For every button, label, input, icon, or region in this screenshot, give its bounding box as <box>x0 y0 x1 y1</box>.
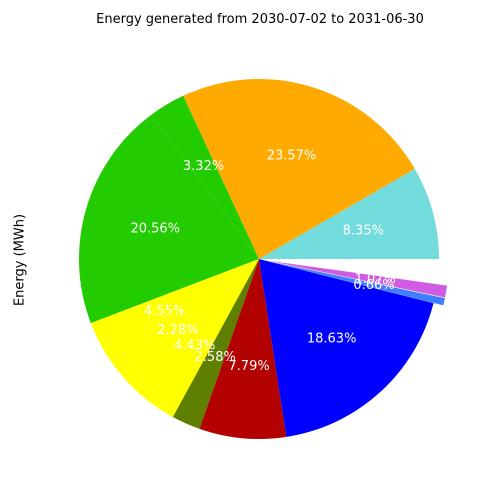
slice-label-9: 18.63% <box>307 331 357 346</box>
slice-label-10: 0.66% <box>353 278 394 293</box>
pie-slice-8 <box>199 259 287 439</box>
slice-label-11: 1.07% <box>355 272 396 287</box>
pie-slice-2 <box>151 95 259 259</box>
pie-slice-12 <box>268 259 449 285</box>
slice-label-8: 7.79% <box>228 359 269 374</box>
pie-slice-1 <box>183 78 415 259</box>
slice-label-0: 8.35% <box>343 223 384 238</box>
slice-label-4: 4.55% <box>144 304 185 319</box>
slice-label-5: 2.28% <box>157 323 198 338</box>
slice-label-1: 23.57% <box>267 149 317 164</box>
pie-slice-4 <box>90 259 259 368</box>
pie-slice-7 <box>172 259 259 429</box>
pie-slice-11 <box>268 260 448 298</box>
slice-label-2: 3.32% <box>183 159 224 174</box>
slice-label-6: 4.43% <box>174 338 215 353</box>
pie-slice-6 <box>132 259 259 418</box>
pie-slice-5 <box>115 259 260 388</box>
slice-label-7: 2.58% <box>195 350 236 365</box>
pie-slice-3 <box>78 114 259 324</box>
pie-slice-10 <box>268 261 445 306</box>
slice-label-3: 20.56% <box>130 221 180 236</box>
pie-slice-0 <box>259 168 439 259</box>
pie-slice-9 <box>259 259 434 437</box>
chart-title: Energy generated from 2030-07-02 to 2031… <box>96 12 424 27</box>
